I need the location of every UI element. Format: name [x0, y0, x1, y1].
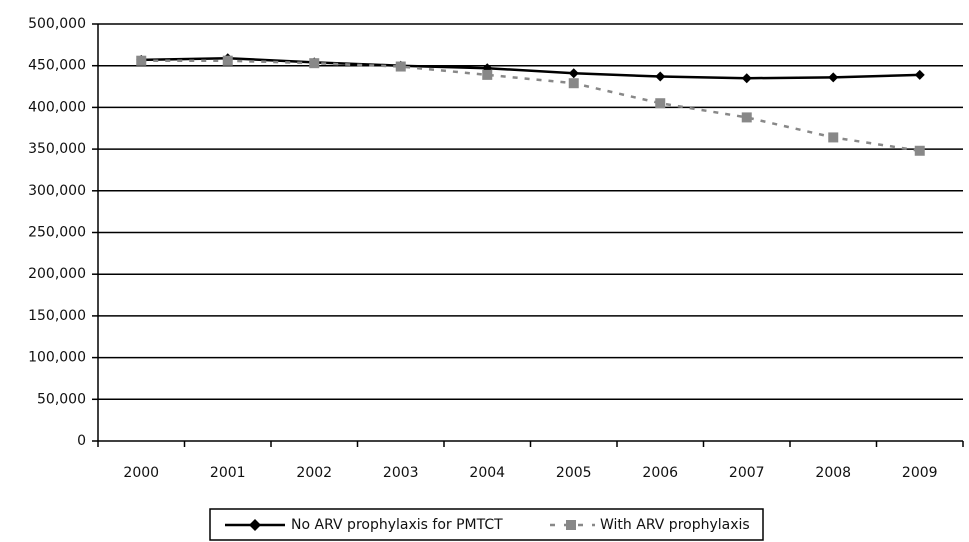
x-tick-label: 2002 [296, 465, 332, 481]
data-point-no-arv [655, 71, 666, 82]
data-point-with-arv [482, 69, 493, 80]
y-tick-label: 400,000 [28, 99, 86, 115]
data-point-with-arv [395, 61, 406, 72]
series-line-no-arv [141, 56, 920, 80]
y-tick-label: 50,000 [37, 391, 86, 407]
x-tick-label: 2004 [469, 465, 505, 481]
y-tick-label: 250,000 [28, 225, 86, 241]
x-tick-label: 2003 [383, 465, 419, 481]
y-tick-label: 300,000 [28, 183, 86, 199]
grid-lines [98, 23, 963, 401]
axes [92, 23, 964, 447]
legend-label-with-arv: With ARV prophylaxis [600, 517, 750, 533]
x-tick-labels: 2000 2001 2002 2003 2004 2005 2006 2007 2008 2009 [123, 465, 937, 481]
x-tick-label: 2001 [210, 465, 246, 481]
y-tick-label: 0 [77, 433, 86, 449]
y-tick-label: 150,000 [28, 308, 86, 324]
legend-label-no-arv: No ARV prophylaxis for PMTCT [291, 517, 503, 533]
y-tick-label: 450,000 [28, 58, 86, 74]
y-tick-label: 200,000 [28, 266, 86, 282]
y-tick-label: 500,000 [28, 16, 86, 32]
legend: No ARV prophylaxis for PMTCT With ARV pr… [209, 508, 764, 541]
legend-square-marker [566, 520, 576, 530]
data-point-with-arv [309, 58, 320, 69]
legend-box [209, 508, 764, 541]
series-line-with-arv [141, 59, 920, 153]
data-point-no-arv [914, 69, 925, 80]
y-tick-label: 350,000 [28, 141, 86, 157]
data-point-with-arv [828, 132, 839, 143]
y-tick-labels: 0 50,000 100,000 150,000 200,000 250,000 300,0… [28, 16, 86, 449]
data-point-with-arv [741, 112, 752, 123]
data-point-with-arv [568, 78, 579, 89]
data-point-no-arv [741, 73, 752, 84]
data-point-no-arv [568, 68, 579, 79]
data-point-with-arv [914, 145, 925, 156]
legend-diamond-marker [249, 519, 261, 531]
data-point-no-arv [828, 72, 839, 83]
x-tick-label: 2006 [642, 465, 678, 481]
x-tick-label: 2008 [815, 465, 851, 481]
x-tick-label: 2007 [729, 465, 765, 481]
y-tick-label: 100,000 [28, 350, 86, 366]
x-tick-label: 2005 [556, 465, 592, 481]
data-point-with-arv [222, 55, 233, 66]
x-tick-label: 2000 [123, 465, 159, 481]
data-point-with-arv [136, 55, 147, 66]
x-tick-label: 2009 [902, 465, 938, 481]
series-lines [136, 53, 925, 156]
data-point-with-arv [655, 98, 666, 109]
